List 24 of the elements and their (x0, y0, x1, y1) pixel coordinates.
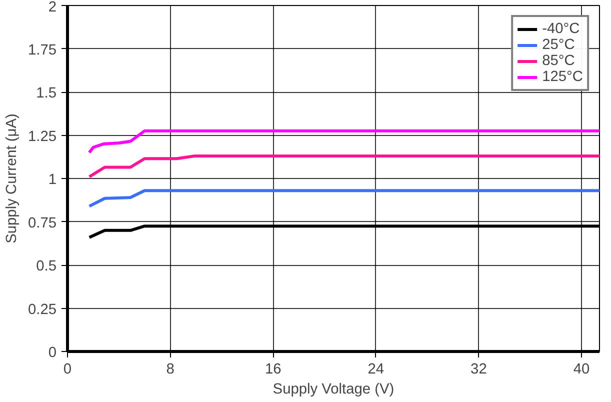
line-series (88, 129, 600, 154)
line-series (88, 189, 600, 208)
legend-label: 85°C (542, 53, 575, 69)
y-tick-label: 1.5 (36, 86, 56, 102)
legend-label: 125°C (542, 69, 583, 85)
legend-label: -40°C (542, 21, 580, 37)
x-tick-label: 8 (166, 362, 174, 378)
y-tick-label: 0.25 (28, 302, 57, 318)
x-axis-title: Supply Voltage (V) (272, 382, 394, 398)
x-tick-label: 32 (470, 362, 487, 378)
y-tick-label: 1.25 (28, 128, 57, 145)
x-tick-label: 0 (63, 362, 72, 378)
x-tick-label: 24 (368, 362, 384, 378)
y-tick-label: 0 (48, 345, 57, 361)
y-tick-label: 0.75 (28, 215, 57, 232)
x-tick-label: 16 (264, 362, 282, 378)
y-axis-title: Supply Current (μA) (4, 114, 20, 244)
y-tick-label: 1 (48, 172, 57, 188)
y-tick-label: 1.75 (28, 42, 57, 58)
x-tick-label: 40 (573, 362, 590, 378)
y-tick-label: 2 (48, 0, 57, 16)
legend-label: 25°C (542, 37, 575, 53)
line-series (88, 154, 600, 178)
y-tick-label: 0.5 (36, 258, 56, 274)
